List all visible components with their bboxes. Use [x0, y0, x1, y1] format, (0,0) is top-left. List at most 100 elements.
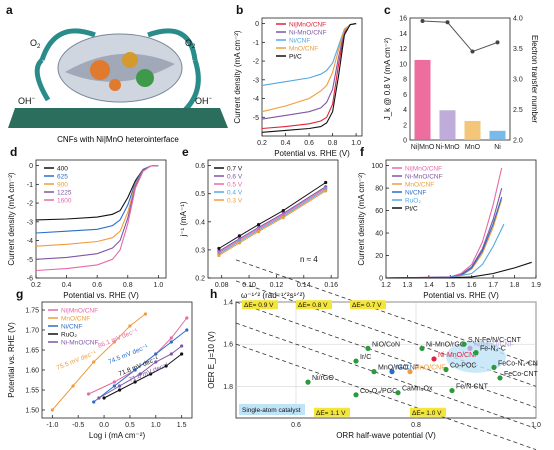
catalyst-point — [407, 369, 413, 375]
series-3-line — [261, 23, 357, 113]
catalyst-label: Fe-N₄-C — [480, 346, 506, 353]
catalyst-label: NiO/CoN — [372, 341, 400, 348]
series-1-point — [71, 384, 75, 388]
ni-mno-particle — [109, 79, 121, 91]
legend-entry: Pt/C — [405, 205, 418, 212]
x-tick-label: 1.8 — [510, 282, 520, 289]
y-tick-label: 1.8 — [223, 384, 233, 391]
y-tick-label: 1.6 — [223, 342, 233, 349]
series-4-line — [261, 23, 357, 133]
legend-entry: RuO₂ — [405, 197, 421, 204]
plot-frame — [261, 17, 363, 137]
panel-letter: h — [210, 287, 217, 301]
catalyst-label: FeCo-CNT — [504, 371, 539, 378]
y2-tick-label: 2.5 — [513, 107, 523, 114]
x-tick-label: 0.08 — [215, 282, 229, 289]
x-tick-label: 0.8 — [123, 282, 133, 289]
x-tick-label: -0.5 — [72, 422, 84, 429]
series-1-point — [50, 408, 54, 412]
y-tick-label: 10 — [399, 61, 407, 68]
legend-entry: 400 — [57, 165, 68, 172]
series-1-point — [143, 312, 148, 316]
legend-entry: Ni/CNF — [289, 37, 310, 44]
series-2-point — [133, 368, 137, 372]
y-tick-label: -5 — [253, 115, 259, 122]
series-2-point — [154, 352, 158, 356]
y-tick-label: 0 — [403, 138, 407, 145]
legend-entry: Ni-MnO/CNF — [289, 29, 327, 36]
delta-e-line — [235, 301, 537, 408]
x-tick-label: 0.2 — [257, 140, 267, 147]
legend-entry: 625 — [57, 173, 68, 180]
sac-legend-box — [239, 404, 305, 415]
arrow-right-return — [183, 59, 201, 112]
series-0-point — [324, 180, 328, 185]
x-tick-label: 0.6 — [92, 282, 102, 289]
panel-b: b 0.2 0.4 0.6 0.8 1.0 0 -1 -2 -3 -4 -5 Potential vs.… — [233, 3, 363, 158]
oh-right: OH− — [195, 96, 213, 106]
y-axis-label: J_k @ 0.8 V (mA cm⁻²) — [383, 37, 392, 120]
x-tick-label: 0.10 — [242, 282, 256, 289]
legend-entry: Ni|MnO/CNF — [61, 307, 98, 314]
x-tick-label: 1.0 — [531, 422, 541, 429]
legend-entry: 0.7 V — [227, 165, 243, 172]
plot-frame — [41, 301, 193, 419]
x-tick-label: 0.0 — [99, 422, 109, 429]
slope-label: 86.1 mV dec⁻¹ — [97, 327, 139, 350]
panel-letter: g — [16, 287, 23, 301]
x-tick-label: 1.3 — [403, 282, 413, 289]
y-tick-label: 0 — [255, 21, 259, 28]
panel-d: d 0.2 0.4 0.6 0.8 1.0 0 -1 -2 -3 -4 -5 -6 Potential v… — [7, 145, 167, 300]
panel-a-caption: CNFs with Ni|MnO heterointerface — [57, 135, 179, 144]
y-tick-label: 1.75 — [25, 308, 39, 315]
electron-point — [495, 40, 500, 45]
series-1-point — [128, 324, 132, 328]
catalyst-label: FeCo-N₄-CN — [498, 360, 538, 367]
y-tick-label: 40 — [375, 231, 383, 238]
catalyst-point — [389, 369, 395, 375]
series-4-point — [117, 384, 122, 388]
y-axis-label: j⁻¹ (mA⁻¹) — [179, 201, 188, 237]
series-0-point — [257, 223, 261, 227]
catalyst-label: Ir/C — [360, 354, 371, 361]
catalyst-point — [461, 341, 467, 347]
x-tick-label: 0.6 — [304, 140, 314, 147]
catalyst-label: MnO/CNF — [414, 365, 446, 372]
panel-e: e 0.08 0.10 0.12 0.14 0.16 0.2 0.3 0.4 0.5 0.6 ω⁻¹ᐟ… — [179, 145, 339, 300]
x-tick-label: 1.7 — [488, 282, 498, 289]
electron-line — [422, 20, 498, 53]
y-tick-label: 0.2 — [195, 276, 205, 283]
y-tick-label: 1.70 — [25, 328, 39, 335]
y-tick-label: 0 — [379, 276, 383, 283]
legend-entry: 1225 — [57, 189, 72, 196]
legend-entry: Pt/C — [289, 53, 302, 60]
legend-entry: 0.6 V — [227, 173, 243, 180]
y-tick-label: 1.50 — [25, 408, 39, 415]
series-0-point — [86, 392, 91, 396]
n-note: n ≈ 4 — [300, 255, 318, 264]
panel-letter: b — [236, 3, 243, 17]
series-4-point — [237, 241, 242, 245]
series-4-point — [138, 372, 142, 376]
slope-label: 75.5 mV dec⁻¹ — [56, 349, 98, 372]
y-tick-label: 1.4 — [223, 300, 233, 307]
y2-tick-label: 3.5 — [513, 46, 523, 53]
legend-entry: 0.4 V — [227, 189, 243, 196]
series-1-point — [92, 360, 96, 364]
series-3-point — [164, 364, 168, 368]
x-tick-label: 1.9 — [531, 282, 541, 289]
series-4-line — [385, 223, 505, 279]
series-0-point — [281, 208, 285, 213]
y-tick-label: 60 — [375, 208, 383, 215]
y-tick-label: -4 — [27, 238, 33, 245]
y2-axis-label: Electron transfer number — [530, 35, 539, 123]
series-4-point — [281, 215, 285, 220]
y-tick-label: 0.6 — [195, 163, 205, 170]
arrow-right-curved — [147, 28, 198, 61]
series-3-point — [180, 352, 184, 356]
legend-entry: 0.5 V — [227, 181, 243, 188]
catalyst-point — [473, 350, 479, 356]
legend-entry: Ni|MnO/CNF — [289, 21, 326, 28]
legend-entry: 0.3 V — [227, 197, 243, 204]
legend-entry: Ni-MnO/CNF — [405, 173, 443, 180]
